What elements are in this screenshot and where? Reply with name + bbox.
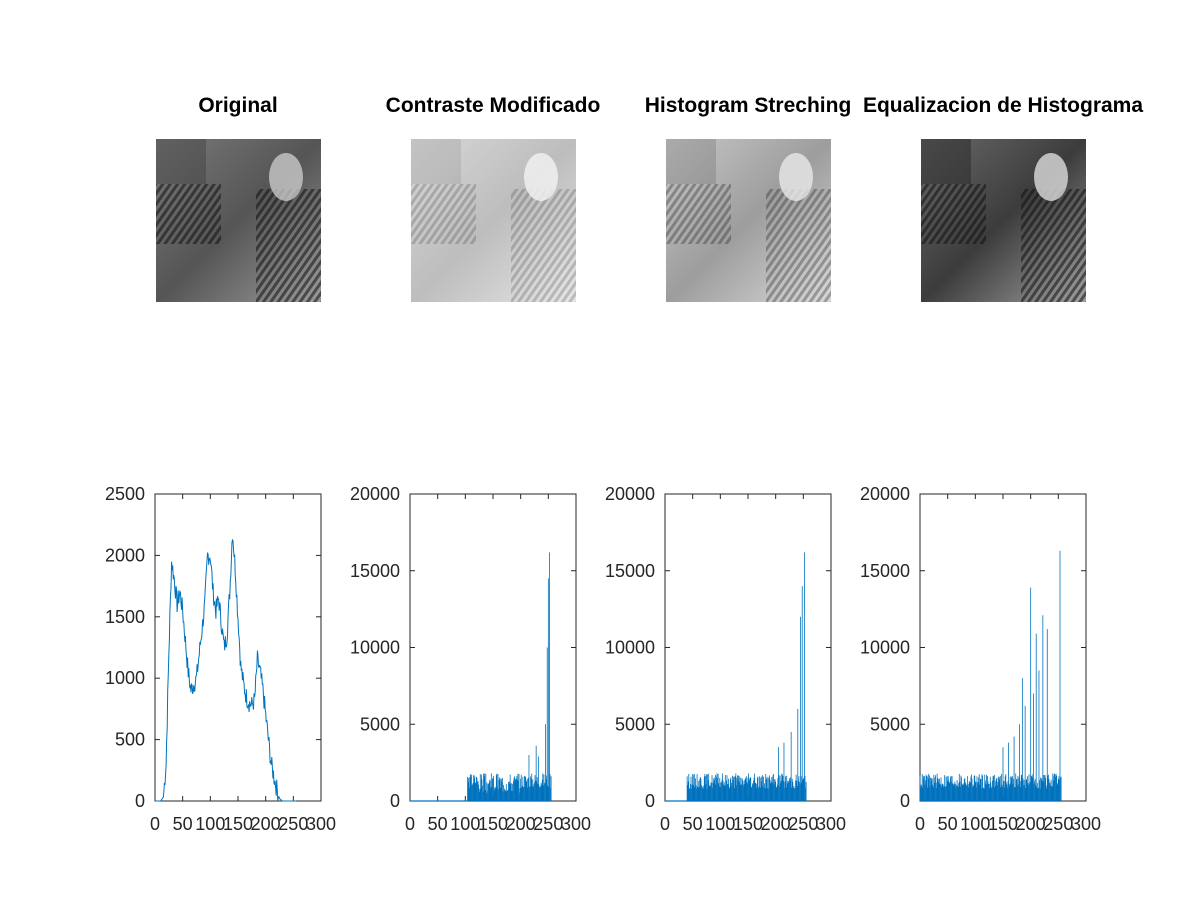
- y-tick-label: 1500: [105, 607, 145, 627]
- x-tick-label: 0: [915, 814, 925, 834]
- x-tick-label: 0: [405, 814, 415, 834]
- y-tick-label: 20000: [860, 484, 910, 504]
- image-panel-original: Original: [156, 94, 321, 302]
- x-tick-label: 200: [1016, 814, 1046, 834]
- y-tick-label: 500: [115, 730, 145, 750]
- plot-area: [409, 493, 577, 802]
- x-tick-label: 250: [1043, 814, 1073, 834]
- x-tick-label: 250: [788, 814, 818, 834]
- image-title-stretching: Histogram Streching: [645, 94, 852, 117]
- y-tick-label: 2000: [105, 545, 145, 565]
- image-original: [156, 139, 321, 302]
- image-panel-contrast: Contraste Modificado: [386, 94, 601, 302]
- plot-area: [154, 493, 322, 802]
- image-equalization: [921, 139, 1086, 302]
- x-tick-label: 150: [733, 814, 763, 834]
- y-tick-label: 10000: [350, 638, 400, 658]
- x-tick-label: 300: [306, 814, 336, 834]
- x-tick-label: 100: [960, 814, 990, 834]
- x-tick-label: 250: [533, 814, 563, 834]
- image-panel-equalization: Equalizacion de Histograma: [863, 94, 1143, 302]
- y-tick-label: 15000: [860, 561, 910, 581]
- image-title-contrast: Contraste Modificado: [386, 94, 601, 117]
- y-tick-label: 0: [645, 791, 655, 811]
- image-title-original: Original: [198, 94, 277, 117]
- image-panel-stretching: Histogram Streching: [645, 94, 852, 302]
- x-tick-label: 100: [705, 814, 735, 834]
- x-tick-label: 0: [660, 814, 670, 834]
- y-tick-label: 20000: [605, 484, 655, 504]
- y-tick-label: 0: [390, 791, 400, 811]
- plot-area: [664, 493, 832, 802]
- y-tick-label: 5000: [360, 714, 400, 734]
- y-tick-label: 2500: [105, 484, 145, 504]
- x-tick-label: 200: [761, 814, 791, 834]
- x-tick-label: 200: [506, 814, 536, 834]
- y-tick-label: 1000: [105, 668, 145, 688]
- histogram-line: [155, 539, 297, 802]
- y-tick-label: 5000: [870, 714, 910, 734]
- y-tick-label: 15000: [350, 561, 400, 581]
- x-tick-label: 300: [1071, 814, 1101, 834]
- x-tick-label: 150: [223, 814, 253, 834]
- y-tick-label: 20000: [350, 484, 400, 504]
- x-tick-label: 250: [278, 814, 308, 834]
- x-tick-label: 50: [173, 814, 193, 834]
- image-contrast: [411, 139, 576, 302]
- y-tick-label: 5000: [615, 714, 655, 734]
- x-tick-label: 150: [988, 814, 1018, 834]
- x-tick-label: 50: [938, 814, 958, 834]
- x-tick-label: 0: [150, 814, 160, 834]
- x-tick-label: 100: [450, 814, 480, 834]
- y-tick-label: 10000: [605, 638, 655, 658]
- x-tick-label: 200: [251, 814, 281, 834]
- y-tick-label: 10000: [860, 638, 910, 658]
- image-stretching: [666, 139, 831, 302]
- x-tick-label: 50: [428, 814, 448, 834]
- x-tick-label: 300: [561, 814, 591, 834]
- x-tick-label: 100: [195, 814, 225, 834]
- image-title-equalization: Equalizacion de Histograma: [863, 94, 1143, 117]
- y-tick-label: 0: [900, 791, 910, 811]
- x-tick-label: 50: [683, 814, 703, 834]
- x-tick-label: 300: [816, 814, 846, 834]
- x-tick-label: 150: [478, 814, 508, 834]
- y-tick-label: 0: [135, 791, 145, 811]
- y-tick-label: 15000: [605, 561, 655, 581]
